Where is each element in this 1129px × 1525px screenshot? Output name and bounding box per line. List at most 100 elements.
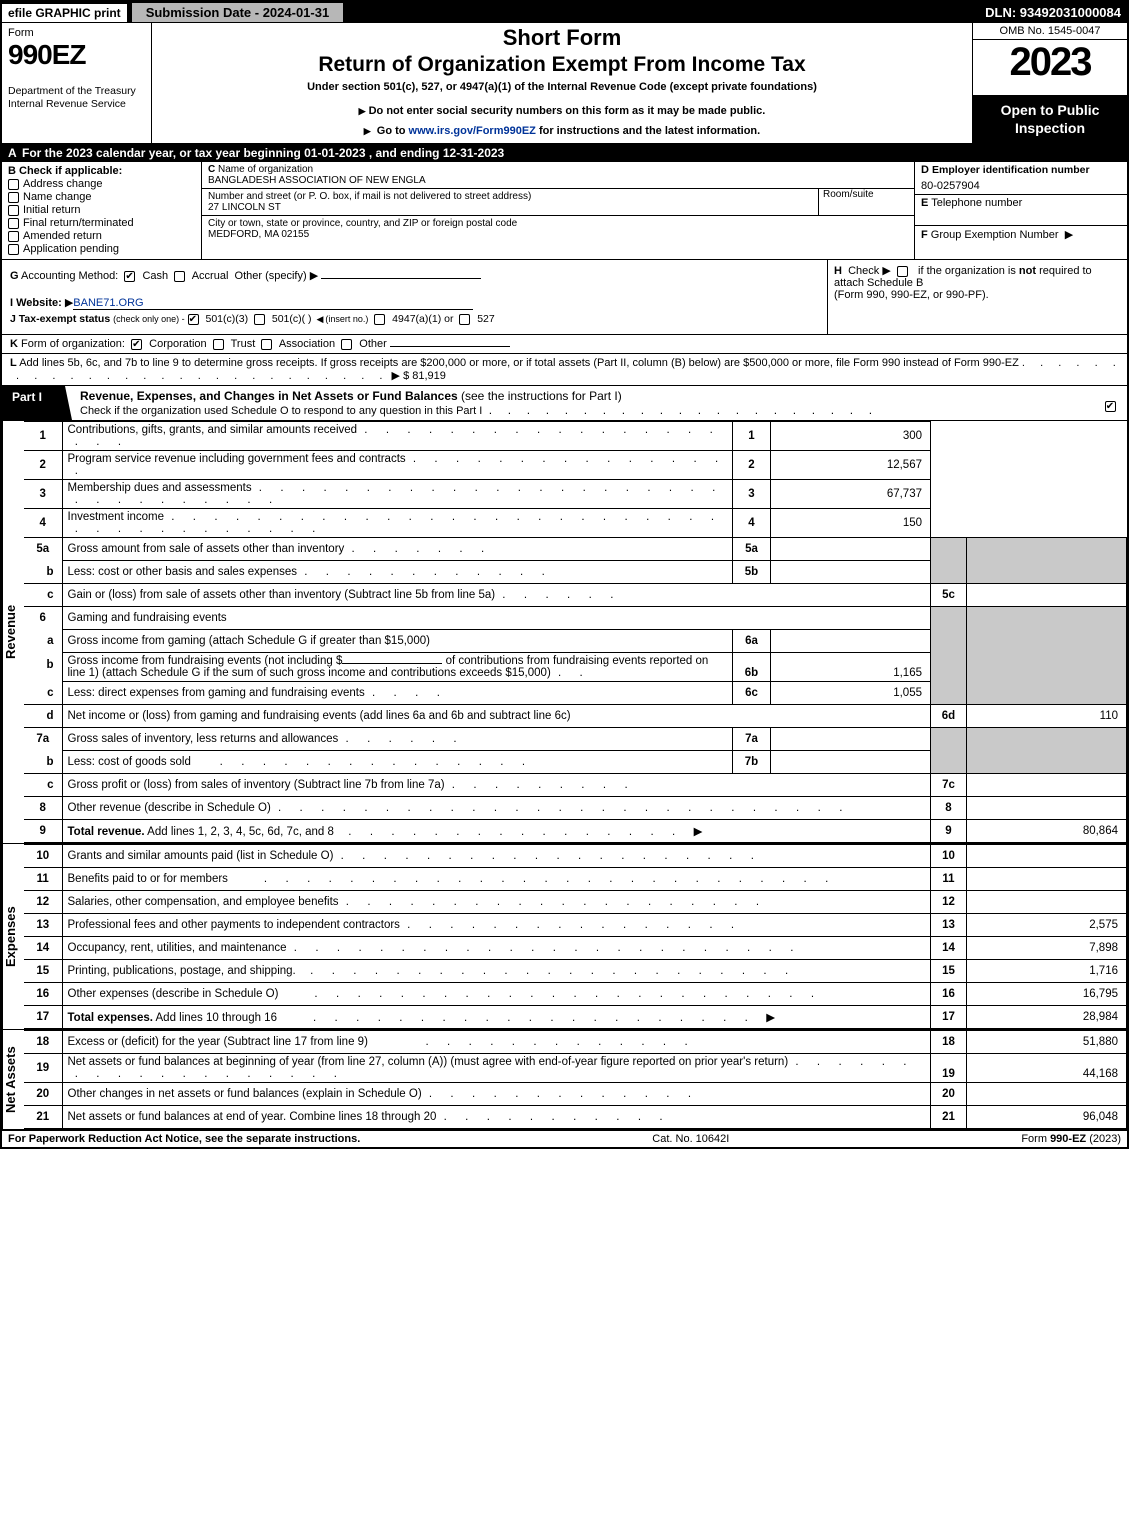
header-left: Form 990EZ Department of the Treasury In… — [2, 23, 152, 143]
line-6c: cLess: direct expenses from gaming and f… — [24, 682, 1127, 705]
chk-name-change[interactable]: Name change — [8, 191, 195, 203]
amt-21: 96,048 — [967, 1106, 1127, 1129]
netassets-vlabel: Net Assets — [2, 1030, 24, 1129]
chk-final-return[interactable]: Final return/terminated — [8, 217, 195, 229]
department: Department of the Treasury Internal Reve… — [8, 85, 145, 110]
row-a: A For the 2023 calendar year, or tax yea… — [2, 144, 1127, 162]
chk-other-org[interactable] — [341, 339, 352, 350]
row-g: G Accounting Method: Cash Accrual Other … — [10, 269, 819, 282]
amt-17: 28,984 — [967, 1006, 1127, 1029]
ein: 80-0257904 — [921, 180, 1121, 192]
line-16: 16Other expenses (describe in Schedule O… — [24, 983, 1127, 1006]
submission-date: Submission Date - 2024-01-31 — [131, 2, 345, 23]
chk-address-change[interactable]: Address change — [8, 178, 195, 190]
amt-4: 150 — [771, 509, 931, 538]
ssn-warning: Do not enter social security numbers on … — [160, 105, 964, 117]
col-d-e-f: D Employer identification number 80-0257… — [915, 162, 1127, 259]
line-6: 6Gaming and fundraising events — [24, 607, 1127, 630]
row-j: J Tax-exempt status (check only one) - 5… — [10, 313, 819, 325]
amt-20 — [967, 1083, 1127, 1106]
line-15: 15Printing, publications, postage, and s… — [24, 960, 1127, 983]
chk-trust[interactable] — [213, 339, 224, 350]
chk-application-pending[interactable]: Application pending — [8, 243, 195, 255]
chk-501c3[interactable] — [188, 314, 199, 325]
row-i: I Website: ▶BANE71.ORG — [10, 296, 819, 310]
amt-18: 51,880 — [967, 1031, 1127, 1054]
row-k: K Form of organization: Corporation Trus… — [2, 335, 1127, 354]
chk-association[interactable] — [261, 339, 272, 350]
line-10: 10Grants and similar amounts paid (list … — [24, 845, 1127, 868]
line-2: 2Program service revenue including gover… — [24, 451, 1127, 480]
other-method-input[interactable] — [321, 278, 481, 279]
form-990ez-page: efile GRAPHIC print Submission Date - 20… — [0, 0, 1129, 1149]
line-5a: 5aGross amount from sale of assets other… — [24, 538, 1127, 561]
expenses-vlabel: Expenses — [2, 844, 24, 1029]
part1-header: Part I Revenue, Expenses, and Changes in… — [2, 386, 1127, 421]
line-1: 1Contributions, gifts, grants, and simil… — [24, 422, 1127, 451]
website-link[interactable]: BANE71.ORG — [73, 297, 143, 309]
form-title: Return of Organization Exempt From Incom… — [160, 53, 964, 77]
amt-10 — [967, 845, 1127, 868]
amt-16: 16,795 — [967, 983, 1127, 1006]
line-21: 21Net assets or fund balances at end of … — [24, 1106, 1127, 1129]
amt-15: 1,716 — [967, 960, 1127, 983]
amt-14: 7,898 — [967, 937, 1127, 960]
line-8: 8Other revenue (describe in Schedule O) … — [24, 797, 1127, 820]
line-5c: cGain or (loss) from sale of assets othe… — [24, 584, 1127, 607]
amt-2: 12,567 — [771, 451, 931, 480]
line-20: 20Other changes in net assets or fund ba… — [24, 1083, 1127, 1106]
col-b: B Check if applicable: Address change Na… — [2, 162, 202, 259]
short-form-label: Short Form — [160, 25, 964, 51]
dln: DLN: 93492031000084 — [979, 3, 1127, 22]
amt-1: 300 — [771, 422, 931, 451]
block-g-h-i-j: G Accounting Method: Cash Accrual Other … — [2, 260, 1127, 335]
form-header: Form 990EZ Department of the Treasury In… — [2, 23, 1127, 144]
netassets-section: Net Assets 18Excess or (deficit) for the… — [2, 1030, 1127, 1131]
line-7b: bLess: cost of goods sold . . . . . . . … — [24, 751, 1127, 774]
chk-cash[interactable] — [124, 271, 135, 282]
block-b-to-f: B Check if applicable: Address change Na… — [2, 162, 1127, 260]
check-if-applicable: Check if applicable: — [19, 165, 122, 177]
amt-12 — [967, 891, 1127, 914]
chk-initial-return[interactable]: Initial return — [8, 204, 195, 216]
chk-corporation[interactable] — [131, 339, 142, 350]
instructions-note: Go to www.irs.gov/Form990EZ for instruct… — [160, 125, 964, 137]
topbar: efile GRAPHIC print Submission Date - 20… — [2, 2, 1127, 23]
line-6d: dNet income or (loss) from gaming and fu… — [24, 705, 1127, 728]
line-4: 4Investment income . . . . . . . . . . .… — [24, 509, 1127, 538]
form-subtitle: Under section 501(c), 527, or 4947(a)(1)… — [160, 81, 964, 93]
row-l: L Add lines 5b, 6c, and 7b to line 9 to … — [2, 354, 1127, 386]
telephone — [921, 209, 1121, 223]
chk-527[interactable] — [459, 314, 470, 325]
form-word: Form — [8, 27, 145, 39]
form-number: 990EZ — [8, 39, 145, 71]
line-6b: bGross income from fundraising events (n… — [24, 653, 1127, 682]
amt-3: 67,737 — [771, 480, 931, 509]
chk-amended-return[interactable]: Amended return — [8, 230, 195, 242]
chk-4947[interactable] — [374, 314, 385, 325]
line-12: 12Salaries, other compensation, and empl… — [24, 891, 1127, 914]
line-9: 9Total revenue. Add lines 1, 2, 3, 4, 5c… — [24, 820, 1127, 843]
part1-title: Revenue, Expenses, and Changes in Net As… — [72, 386, 1097, 420]
amt-9: 80,864 — [967, 820, 1127, 843]
irs-link[interactable]: www.irs.gov/Form990EZ — [409, 125, 536, 137]
chk-501c[interactable] — [254, 314, 265, 325]
val-6b: 1,165 — [771, 653, 931, 682]
revenue-vlabel: Revenue — [2, 421, 24, 843]
chk-schedule-o[interactable] — [1105, 401, 1116, 412]
page-footer: For Paperwork Reduction Act Notice, see … — [2, 1131, 1127, 1147]
part1-tab: Part I — [2, 386, 72, 420]
netassets-table: 18Excess or (deficit) for the year (Subt… — [24, 1030, 1127, 1129]
line-7c: cGross profit or (loss) from sales of in… — [24, 774, 1127, 797]
line-18: 18Excess or (deficit) for the year (Subt… — [24, 1031, 1127, 1054]
chk-accrual[interactable] — [174, 271, 185, 282]
line-19: 19Net assets or fund balances at beginni… — [24, 1054, 1127, 1083]
org-name: BANGLADESH ASSOCIATION OF NEW ENGLA — [208, 175, 908, 186]
line-17: 17Total expenses. Add lines 10 through 1… — [24, 1006, 1127, 1029]
amt-8 — [967, 797, 1127, 820]
expenses-section: Expenses 10Grants and similar amounts pa… — [2, 844, 1127, 1030]
line-14: 14Occupancy, rent, utilities, and mainte… — [24, 937, 1127, 960]
line-13: 13Professional fees and other payments t… — [24, 914, 1127, 937]
chk-schedule-b[interactable] — [897, 266, 908, 277]
amt-11 — [967, 868, 1127, 891]
